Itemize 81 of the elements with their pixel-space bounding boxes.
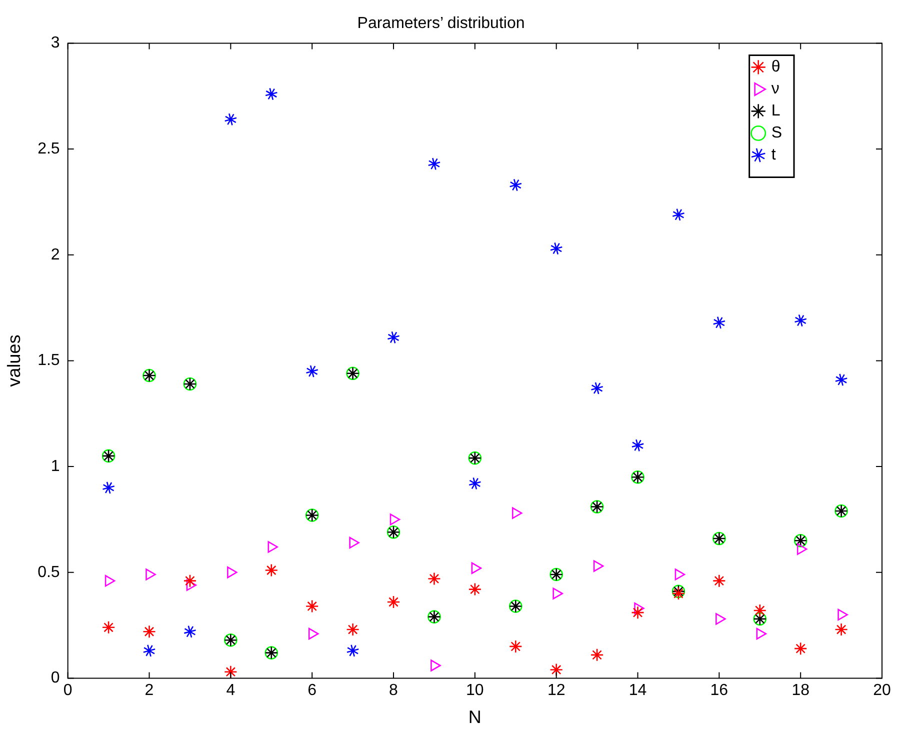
y-tick-label: 3	[50, 34, 60, 52]
point	[186, 579, 197, 591]
x-tick-label: 14	[628, 682, 647, 700]
point	[387, 330, 400, 344]
point	[102, 481, 115, 494]
point	[142, 644, 156, 658]
point	[146, 568, 156, 580]
point	[264, 88, 278, 100]
point	[306, 364, 319, 378]
point	[430, 660, 441, 672]
point	[674, 568, 686, 580]
x-tick-label: 0	[63, 682, 72, 700]
legend-label: θ	[771, 58, 780, 76]
point	[631, 438, 644, 452]
y-tick-label: 1	[50, 458, 60, 475]
legend-label: ν	[771, 80, 780, 98]
point	[227, 566, 238, 578]
y-tick-label: 2	[50, 246, 60, 264]
point	[184, 625, 196, 638]
point	[224, 665, 238, 678]
point	[512, 507, 522, 519]
point	[428, 572, 441, 586]
y-axis-title: values	[4, 334, 24, 387]
point	[346, 622, 360, 636]
point	[756, 628, 767, 640]
x-tick-label: 4	[226, 682, 236, 700]
point	[349, 536, 360, 549]
x-tick-label: 6	[308, 682, 317, 700]
legend-label: L	[771, 102, 780, 120]
legend-label: S	[771, 124, 782, 142]
chart-title: Parameters’ distribution	[357, 15, 525, 32]
point	[264, 564, 278, 577]
x-tick-label: 16	[710, 682, 728, 700]
point	[390, 514, 400, 526]
point	[471, 562, 482, 574]
y-tick-label: 0.5	[38, 564, 60, 581]
point	[590, 382, 604, 395]
point	[794, 314, 808, 327]
point	[550, 242, 563, 255]
point	[508, 640, 522, 654]
x-axis-title: N	[468, 707, 482, 728]
point	[468, 477, 482, 490]
point	[509, 178, 522, 192]
point	[552, 588, 563, 600]
point	[590, 648, 604, 662]
point	[468, 582, 482, 596]
point	[834, 622, 848, 636]
point	[838, 608, 848, 621]
point	[794, 642, 808, 656]
point	[593, 560, 604, 572]
point	[224, 112, 238, 126]
point	[753, 604, 767, 618]
point	[716, 613, 726, 625]
point	[305, 600, 319, 613]
point	[102, 620, 116, 634]
point	[308, 628, 319, 640]
x-tick-label: 12	[547, 682, 566, 700]
x-tick-label: 18	[792, 682, 810, 700]
point	[712, 316, 726, 330]
x-tick-label: 2	[144, 682, 154, 700]
point	[386, 595, 400, 609]
point	[712, 574, 726, 588]
y-tick-label: 2.5	[38, 140, 60, 158]
legend-label: t	[771, 146, 776, 164]
y-tick-label: 0	[50, 670, 60, 687]
point	[104, 574, 116, 587]
point	[183, 574, 197, 588]
point	[834, 373, 848, 386]
x-tick-label: 20	[873, 682, 891, 700]
point	[268, 541, 278, 553]
point	[672, 208, 685, 222]
point	[142, 624, 156, 638]
point	[550, 663, 563, 676]
point	[634, 602, 644, 614]
y-tick-label: 1.5	[38, 352, 60, 370]
x-tick-label: 8	[389, 682, 398, 700]
point	[346, 644, 360, 658]
point	[796, 543, 808, 555]
point	[631, 606, 644, 620]
point	[428, 157, 441, 170]
x-tick-label: 10	[466, 682, 484, 700]
